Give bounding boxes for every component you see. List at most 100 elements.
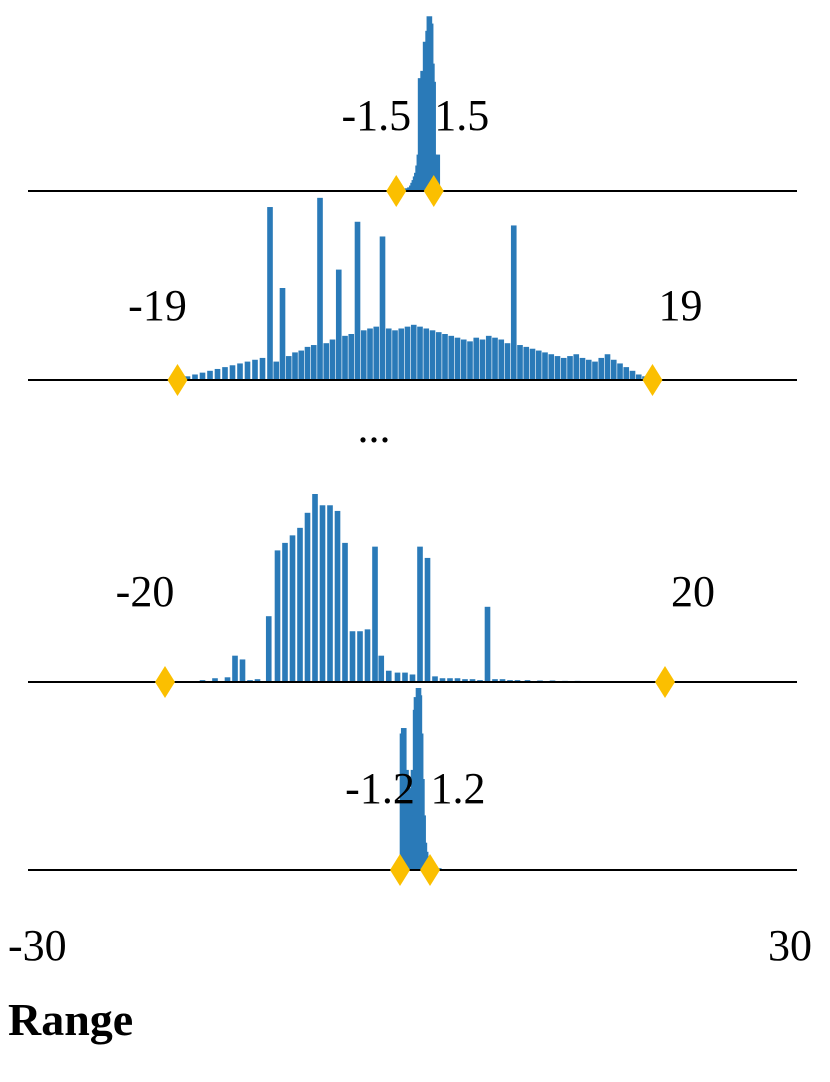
histogram-bar [259,357,266,380]
histogram-bar [319,505,326,682]
histogram-bar [224,677,231,682]
histogram-bar [610,359,617,380]
histogram-bar [372,546,378,682]
range-max-label: 1.5 [434,91,489,140]
histogram-bar [448,335,455,380]
histogram-bar [274,550,281,682]
histogram-bar [535,350,542,380]
histogram-bar [192,374,198,380]
ellipsis-label: ... [358,403,391,452]
histogram-bar [298,350,305,380]
histogram-bar [392,330,398,380]
histogram-bar [629,370,636,380]
histogram-panel-3: -20 20 [28,494,797,698]
histogram-bar [304,346,311,380]
histogram-panel-4: -1.2 1.2 [28,688,797,886]
histogram-bar [592,361,598,380]
x-tick-label-max: 30 [768,921,812,970]
histogram-bar [232,655,238,682]
histogram-bar [431,154,438,191]
histogram-bar [244,361,251,380]
histogram-bar [554,356,561,380]
range-max-label: 1.2 [431,764,486,813]
histogram-bar [279,288,286,380]
histogram-bar [304,512,311,682]
histogram-panel-2: -19 19 [28,197,797,396]
range-max-marker [420,854,440,886]
range-max-label: 20 [671,567,715,616]
histogram-bar [617,363,623,380]
histogram-bar [367,328,373,380]
histogram-bar [360,330,367,380]
histogram-bar [222,367,228,380]
histogram-bar [409,674,416,682]
histogram-bar [417,326,423,380]
range-min-marker [167,364,188,396]
histogram-bar [473,337,480,380]
histogram-bar [462,679,468,682]
histogram-bar [548,354,555,380]
histogram-bar [429,330,436,380]
histogram-bar [323,343,330,380]
histogram-bar [492,679,498,682]
histogram-bar [430,81,436,191]
histogram-bar [479,339,486,380]
histogram-bar [212,678,218,682]
histogram-bar [404,326,411,380]
histogram-bar [635,374,642,380]
histogram-bar [349,631,356,682]
histogram-bar [267,207,273,380]
histogram-bar [542,352,548,380]
histogram-bar [207,370,213,380]
histogram-bar [317,197,323,380]
histogram-bar [273,361,280,380]
histogram-bar [567,356,573,380]
range-max-marker [642,364,663,396]
histogram-bar [439,678,446,682]
histogram-bar [292,352,298,380]
histogram-panel-1: -1.5 1.5 [28,16,797,207]
histogram-bar [423,328,430,380]
histogram-bar [598,357,605,380]
histogram-bar [373,326,380,380]
histogram-bar [265,616,272,682]
histogram-bar [417,546,423,682]
histogram-bar [254,679,261,682]
range-min-label: -1.2 [345,764,415,813]
histogram-bar [529,348,536,380]
histogram-bar [385,670,392,682]
histogram-bar [485,335,492,380]
histogram-bar [364,629,371,682]
histogram-bar [454,678,461,682]
histogram-bar [199,372,206,380]
histogram-bar [252,359,258,380]
histogram-bar [410,324,417,380]
histogram-bar [579,357,586,380]
histogram-bar [469,679,476,682]
histogram-bar [434,154,441,191]
histogram-bar [498,339,505,380]
histogram-bar [517,345,523,380]
histogram-bar [573,354,580,380]
histogram-bar [327,505,333,682]
histogram-bar [342,542,348,682]
histogram-bar [237,363,243,380]
range-min-label: -20 [116,567,175,616]
range-min-marker [386,175,407,207]
x-axis-title: Range [8,994,133,1045]
histogram-bar [385,328,392,380]
histogram-bar [310,345,317,380]
histogram-bar [442,334,448,380]
histogram-bar [378,655,385,682]
histogram-bar [499,679,506,682]
histogram-bar [289,535,296,682]
range-max-marker [423,175,444,207]
histogram-bar [297,527,303,682]
histogram-bar [523,346,530,380]
histogram-bar [447,678,453,682]
histogram-bar [398,328,405,380]
histogram-bar [334,510,341,682]
histogram-bar [432,676,438,682]
histogram-bar [484,606,491,682]
range-max-marker [655,666,675,698]
